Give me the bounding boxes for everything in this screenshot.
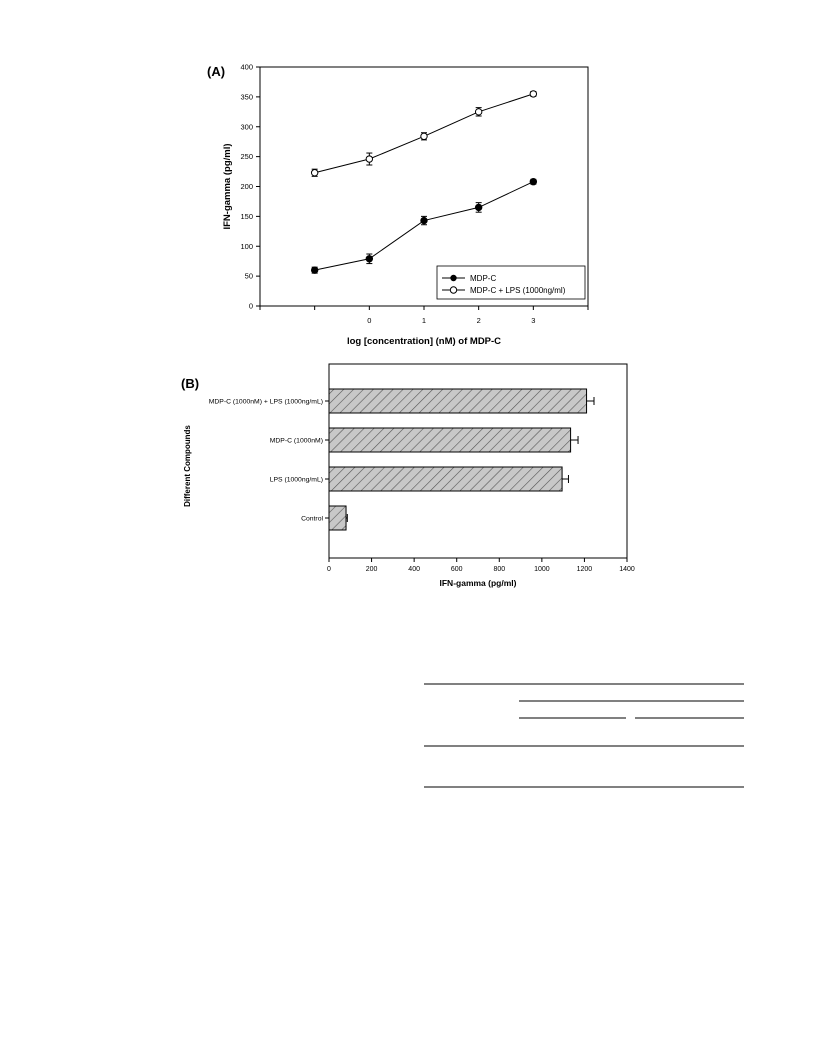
bar bbox=[328, 427, 572, 453]
data-point-filled bbox=[474, 203, 483, 212]
legend-box bbox=[436, 265, 586, 300]
chart-a: (A) 0 50 100 150 200 250 300 350 400 0 1 2 3 IFN-ga… bbox=[207, 63, 589, 347]
chart-b-bars bbox=[328, 388, 595, 531]
x-tick-label: 3 bbox=[531, 316, 535, 325]
legend-marker-open bbox=[449, 286, 458, 294]
y-tick-label: 200 bbox=[240, 182, 253, 191]
bar bbox=[328, 466, 563, 492]
legend-label-1: MDP-C bbox=[470, 274, 496, 283]
chart-b-y-axis: MDP-C (1000nM) + LPS (1000ng/mL) MDP-C (1… bbox=[209, 398, 329, 522]
chart-b: (B) MDP-C (1000nM) + LPS (1000ng/mL)MDP-… bbox=[181, 363, 635, 588]
category-label: LPS (1000ng/mL) bbox=[270, 476, 323, 483]
legend-label-2: MDP-C + LPS (1000ng/ml) bbox=[470, 286, 566, 295]
data-point-filled bbox=[365, 255, 374, 263]
x-tick-label: 1400 bbox=[619, 566, 635, 573]
y-tick-label: 100 bbox=[240, 242, 253, 251]
y-tick-label: 300 bbox=[240, 122, 253, 131]
x-tick-label: 800 bbox=[493, 566, 505, 573]
panel-b-label: (B) bbox=[181, 376, 199, 391]
series-line-1 bbox=[314, 181, 534, 271]
chart-b-x-axis-title: IFN-gamma (pg/ml) bbox=[440, 578, 517, 588]
x-tick-label: 0 bbox=[327, 566, 331, 573]
x-tick-label: 1 bbox=[422, 316, 426, 325]
chart-b-y-axis-title: Different Compounds bbox=[183, 425, 192, 507]
bar bbox=[328, 505, 347, 531]
data-point-filled bbox=[310, 266, 319, 274]
category-label: MDP-C (1000nM) bbox=[270, 437, 323, 444]
x-tick-label: 2 bbox=[477, 316, 481, 325]
y-tick-label: 400 bbox=[240, 63, 253, 72]
data-point-open bbox=[474, 108, 483, 116]
y-tick-label: 150 bbox=[240, 212, 253, 221]
category-label: Control bbox=[301, 515, 323, 522]
data-point-filled bbox=[529, 178, 538, 186]
chart-a-legend: MDP-C MDP-C + LPS (1000ng/ml) bbox=[436, 265, 586, 300]
panel-a-label: (A) bbox=[207, 64, 225, 79]
chart-a-x-axis-title: log [concentration] (nM) of MDP-C bbox=[347, 336, 501, 347]
chart-b-plot-frame bbox=[328, 363, 628, 559]
x-tick-label: 1200 bbox=[577, 566, 593, 573]
chart-a-x-axis: 0 1 2 3 bbox=[259, 306, 589, 325]
chart-a-series-group bbox=[310, 90, 538, 274]
data-point-open bbox=[529, 90, 538, 98]
data-point-open bbox=[310, 169, 319, 177]
x-tick-label: 200 bbox=[366, 566, 378, 573]
y-tick-label: 0 bbox=[249, 302, 253, 311]
chart-b-x-axis: 0 200 400 600 800 1000 1200 1400 bbox=[327, 558, 635, 573]
legend-marker-filled bbox=[450, 274, 457, 282]
data-point-open bbox=[365, 155, 374, 163]
x-tick-label: 0 bbox=[367, 316, 371, 325]
y-tick-label: 350 bbox=[240, 92, 253, 101]
table-rules bbox=[424, 683, 744, 788]
data-point-open bbox=[420, 132, 428, 141]
chart-a-y-axis-title: IFN-gamma (pg/ml) bbox=[222, 143, 233, 229]
y-tick-label: 50 bbox=[245, 272, 253, 281]
bar bbox=[328, 388, 588, 414]
x-tick-label: 400 bbox=[408, 566, 420, 573]
data-point-filled bbox=[420, 216, 428, 225]
x-tick-label: 600 bbox=[451, 566, 463, 573]
y-tick-label: 250 bbox=[240, 152, 253, 161]
x-tick-label: 1000 bbox=[534, 566, 550, 573]
chart-a-y-axis: 0 50 100 150 200 250 300 350 400 bbox=[240, 63, 260, 311]
category-label: MDP-C (1000nM) + LPS (1000ng/mL) bbox=[209, 398, 323, 405]
